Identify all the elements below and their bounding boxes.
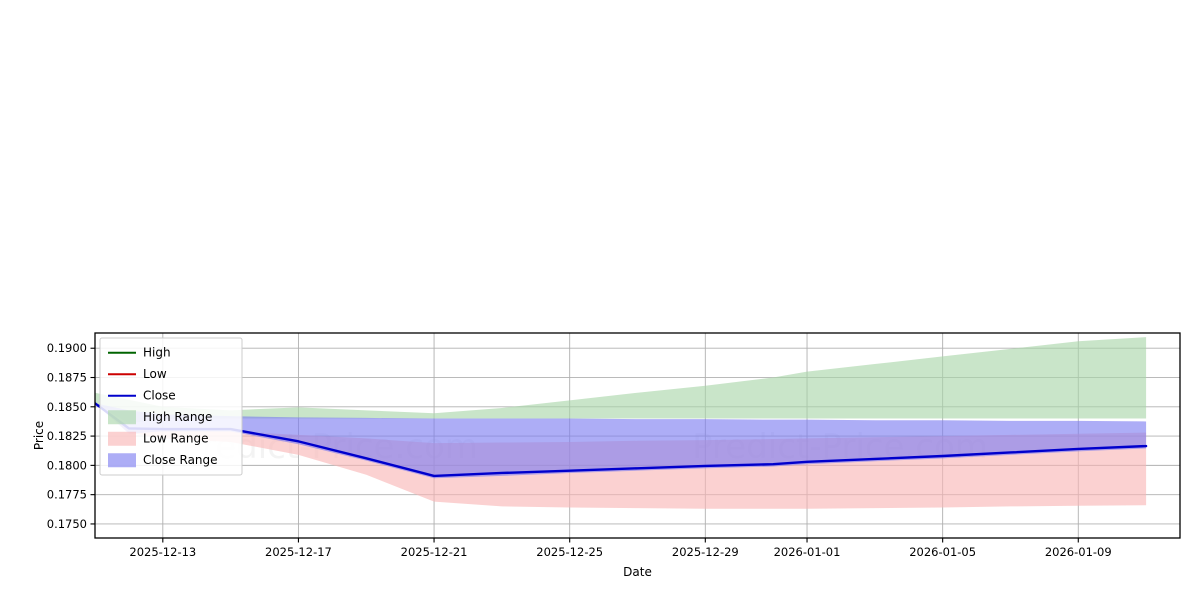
legend-item-label[interactable]: Close [143,388,176,402]
y-tick-label: 0.1825 [47,429,87,443]
legend-item-label[interactable]: Low Range [143,431,208,445]
y-tick-label: 0.1775 [47,488,87,502]
y-tick-label: 0.1850 [47,400,87,414]
x-tick-label: 2026-01-01 [774,545,841,559]
x-tick-label: 2025-12-13 [129,545,196,559]
y-tick-label: 0.1900 [47,341,87,355]
y-tick-label: 0.1750 [47,517,87,531]
y-tick-label: 0.1875 [47,371,87,385]
legend-patch-swatch [108,453,136,468]
high-range-band [95,337,1147,424]
plot-clip-mask [0,538,1200,600]
x-tick-label: 2026-01-05 [909,545,976,559]
x-tick-label: 2025-12-17 [265,545,332,559]
plot-clip-mask [0,0,1200,333]
legend-patch-swatch [108,431,136,446]
plot-clip-mask [1180,0,1200,600]
x-tick-label: 2025-12-25 [536,545,603,559]
x-axis-label: Date [623,565,652,579]
legend-item-label[interactable]: Low [143,367,167,381]
legend-item-label[interactable]: High Range [143,410,212,424]
plot-frame [94,332,1181,539]
y-tick-label: 0.1800 [47,458,87,472]
legend-patch-swatch [108,410,136,425]
plot-clip-mask [0,0,95,600]
legend-item-label[interactable]: Close Range [143,453,218,467]
x-tick-label: 2025-12-21 [401,545,468,559]
x-tick-label: 2025-12-29 [672,545,739,559]
y-axis-label: Price [32,421,46,450]
legend-item-label[interactable]: High [143,345,171,359]
x-tick-label: 2026-01-09 [1045,545,1112,559]
